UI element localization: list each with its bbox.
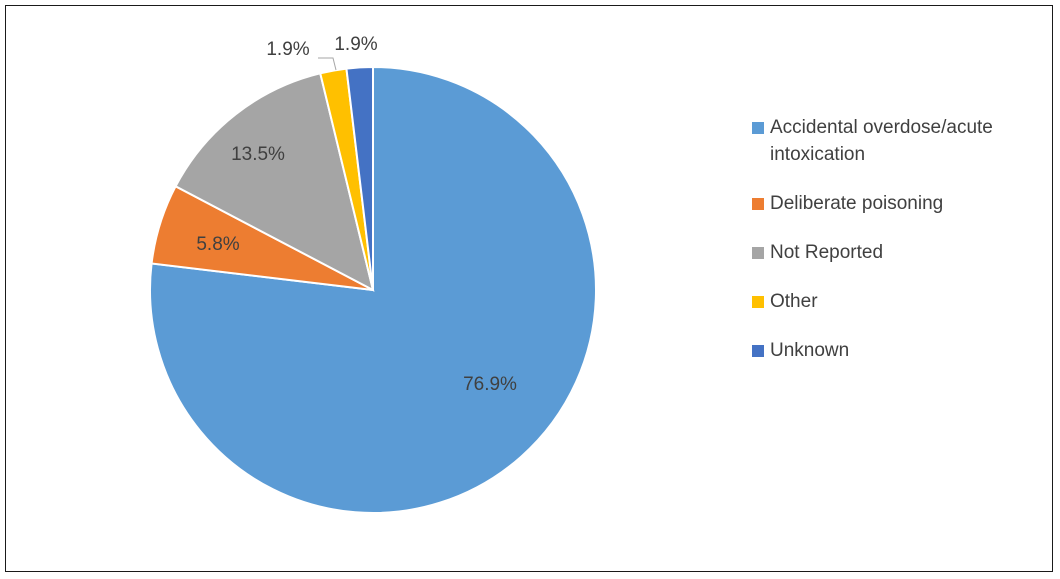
legend-swatch	[752, 345, 764, 357]
legend-swatch	[752, 122, 764, 134]
legend-label: Accidental overdose/acute intoxication	[770, 117, 993, 165]
legend-label: Not Reported	[770, 242, 884, 263]
data-label-4: 1.9%	[334, 34, 377, 55]
data-label-1: 5.8%	[196, 234, 239, 255]
legend-label: Unknown	[770, 340, 850, 361]
data-label-0: 76.9%	[463, 374, 517, 395]
legend-label: Other	[770, 291, 818, 312]
legend-item-3: Other	[752, 288, 1042, 315]
leader-line-other	[318, 57, 337, 71]
legend-swatch	[752, 296, 764, 308]
legend: Accidental overdose/acute intoxication De…	[752, 114, 1042, 386]
legend-item-1: Deliberate poisoning	[752, 190, 1042, 217]
legend-swatch	[752, 198, 764, 210]
legend-item-0: Accidental overdose/acute intoxication	[752, 114, 1042, 168]
data-label-3: 1.9%	[266, 39, 309, 60]
legend-swatch	[752, 247, 764, 259]
pie-slice-2	[174, 72, 375, 292]
pie-slice-0	[149, 65, 597, 514]
pie-slice-4	[345, 65, 374, 291]
legend-item-2: Not Reported	[752, 239, 1042, 266]
data-label-2: 13.5%	[231, 144, 285, 165]
legend-label: Deliberate poisoning	[770, 193, 944, 214]
legend-item-4: Unknown	[752, 337, 1042, 364]
